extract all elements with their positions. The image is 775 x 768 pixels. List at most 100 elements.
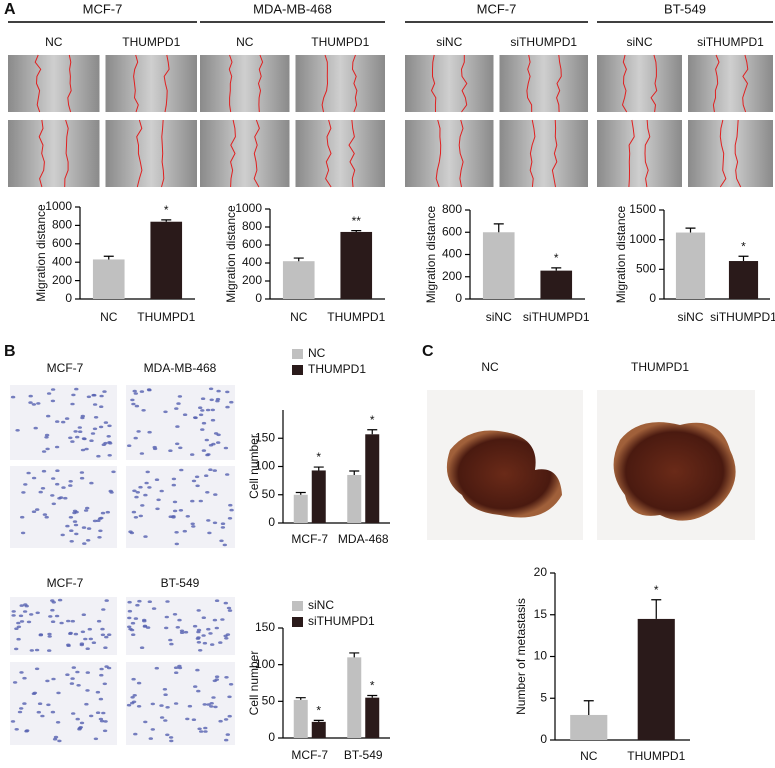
micrograph: [499, 120, 588, 187]
bar: [482, 232, 515, 299]
significance-label: *: [554, 251, 559, 265]
cell: [173, 702, 179, 705]
cell: [133, 732, 138, 736]
cell: [104, 599, 109, 602]
cell: [28, 394, 33, 398]
cell: [70, 440, 75, 443]
bar: [150, 221, 183, 299]
cell: [50, 494, 55, 497]
wound-edge: [529, 119, 536, 188]
error-bar: [351, 230, 362, 232]
cell: [127, 616, 132, 620]
error-bar: [651, 599, 662, 619]
cell: [143, 535, 148, 538]
cell: [79, 471, 85, 474]
cell: [81, 526, 87, 529]
cell: [98, 717, 104, 721]
cell: [99, 719, 105, 723]
micrograph: [105, 55, 197, 112]
cell: [38, 490, 43, 494]
cell: [32, 691, 38, 695]
cell: [51, 502, 56, 506]
wound-edge: [650, 54, 658, 113]
cell: [101, 608, 106, 611]
cell: [101, 711, 106, 715]
cell: [96, 619, 102, 623]
cell: [75, 435, 80, 439]
cell: [85, 506, 90, 510]
cell: [206, 519, 211, 522]
cell: [229, 508, 234, 512]
cell: [51, 601, 56, 604]
cell: [107, 633, 112, 636]
cell: [74, 532, 79, 536]
cell: [212, 469, 217, 472]
cell: [66, 619, 71, 623]
cell: [196, 630, 201, 634]
cell: [86, 539, 91, 542]
micrograph: [126, 597, 235, 655]
micrograph: [295, 120, 385, 187]
group-title: MCF-7: [83, 1, 123, 16]
cell: [50, 620, 56, 623]
cell: [47, 649, 52, 652]
cell: [82, 542, 87, 545]
cell: [78, 726, 84, 729]
cell: [98, 425, 104, 429]
cell: [80, 630, 86, 634]
significance-label: *: [316, 704, 321, 718]
cell: [128, 530, 133, 533]
cell: [206, 703, 211, 706]
cell: [163, 410, 168, 414]
cell: [97, 517, 103, 520]
cell: [10, 720, 16, 723]
cell: [178, 509, 184, 512]
micrograph: [405, 55, 494, 112]
cell: [208, 468, 213, 472]
cell: [164, 626, 169, 630]
cell: [84, 702, 89, 706]
cell: [61, 420, 66, 424]
cell: [71, 393, 76, 397]
error-bar: [738, 255, 749, 262]
cell: [200, 397, 206, 401]
mouse-lung-images: [427, 390, 755, 540]
cell: [44, 436, 49, 439]
cell: [177, 395, 183, 398]
cell: [65, 524, 70, 528]
x-tick-label: MCF-7: [291, 532, 328, 546]
cell: [198, 649, 203, 652]
cell: [132, 389, 137, 393]
bar: [637, 618, 675, 740]
cell: [223, 446, 229, 450]
cell: [210, 418, 216, 422]
cell: [89, 714, 94, 718]
micrograph: [688, 120, 773, 187]
wound-edge: [351, 54, 358, 113]
cell: [83, 637, 88, 641]
cell: [50, 388, 56, 391]
cell: [226, 606, 232, 610]
error-bar: [685, 227, 696, 233]
error-bar: [493, 223, 504, 233]
legend-swatch: [292, 365, 303, 375]
cell: [54, 614, 60, 618]
cell: [203, 726, 208, 730]
cell: [100, 511, 106, 515]
cell: [138, 485, 143, 489]
cell: [228, 683, 234, 686]
x-tick-label: siTHUMPD1: [523, 310, 590, 324]
cell: [185, 717, 190, 721]
wound-edge: [163, 54, 170, 113]
cell: [92, 403, 98, 406]
y-tick-label: 400: [242, 255, 262, 269]
wound-edge: [161, 119, 165, 188]
cell: [96, 519, 101, 522]
legend-label: THUMPD1: [308, 362, 366, 376]
cell: [172, 509, 178, 513]
significance-label: *: [370, 413, 375, 427]
micrograph: [499, 55, 588, 112]
cell: [185, 515, 190, 518]
y-tick-label: 0: [649, 291, 656, 305]
y-tick-label: 15: [534, 607, 548, 621]
